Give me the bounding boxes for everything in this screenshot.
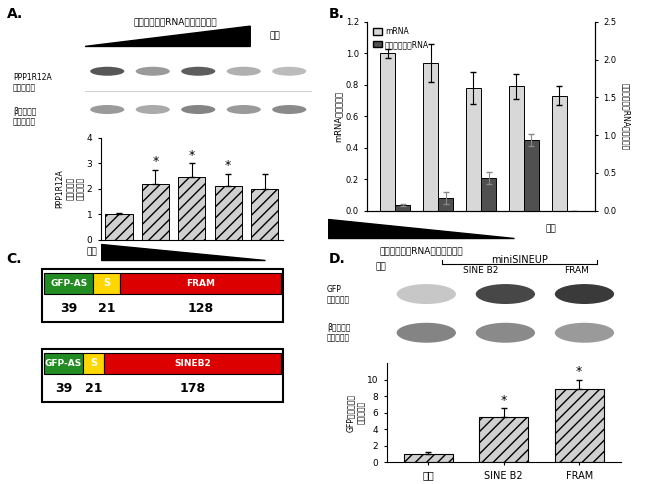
Y-axis label: mRNAの発現量比: mRNAの発現量比 [334, 91, 343, 142]
Bar [105, 214, 133, 240]
Ellipse shape [272, 67, 306, 76]
Bar [94, 272, 120, 294]
Ellipse shape [227, 105, 261, 114]
Text: *: * [500, 394, 507, 407]
Y-axis label: PPP1R12A
タンパク質
の発現量比: PPP1R12A タンパク質 の発現量比 [55, 169, 85, 208]
Bar [554, 390, 604, 462]
FancyBboxPatch shape [42, 270, 283, 322]
Text: 128: 128 [187, 302, 213, 315]
Text: SINEB2: SINEB2 [174, 359, 211, 367]
Text: 39: 39 [60, 302, 77, 315]
Bar [83, 352, 104, 374]
Text: 39: 39 [55, 382, 72, 395]
Bar [395, 205, 410, 211]
Ellipse shape [181, 105, 215, 114]
Text: GFP-AS: GFP-AS [45, 359, 82, 367]
Y-axis label: アンチセンスRNAの発現量比: アンチセンスRNAの発現量比 [621, 83, 630, 150]
Bar [120, 272, 281, 294]
Ellipse shape [90, 105, 124, 114]
Bar [104, 352, 281, 374]
Text: *: * [188, 149, 195, 162]
Text: βアクチン
タンパク質: βアクチン タンパク質 [13, 107, 36, 127]
Bar [44, 272, 94, 294]
Ellipse shape [476, 284, 535, 304]
Ellipse shape [555, 284, 614, 304]
Bar [552, 96, 567, 211]
Bar [423, 62, 438, 211]
Text: A.: A. [6, 7, 23, 21]
Bar [251, 189, 278, 240]
Text: SINE B2: SINE B2 [463, 266, 499, 275]
Ellipse shape [476, 323, 535, 343]
Bar [404, 454, 453, 462]
Text: アンチセンスRNA発現ベクター: アンチセンスRNA発現ベクター [134, 17, 217, 26]
Ellipse shape [136, 105, 170, 114]
Polygon shape [84, 26, 250, 46]
Ellipse shape [396, 284, 456, 304]
Bar [142, 183, 169, 240]
Bar [44, 352, 83, 374]
Polygon shape [328, 219, 514, 238]
Text: *: * [152, 155, 159, 168]
Text: C.: C. [6, 252, 22, 266]
Ellipse shape [90, 67, 124, 76]
Text: *: * [576, 365, 582, 378]
Bar [438, 198, 453, 211]
Text: アンチセンスRNA発現ベクター: アンチセンスRNA発現ベクター [141, 271, 224, 280]
Ellipse shape [181, 67, 215, 76]
Ellipse shape [227, 67, 261, 76]
Ellipse shape [396, 323, 456, 343]
Text: 対照: 対照 [375, 263, 386, 272]
Text: S: S [103, 278, 110, 288]
Text: 21: 21 [84, 382, 102, 395]
Bar [479, 417, 528, 462]
FancyBboxPatch shape [42, 349, 283, 402]
Bar [524, 140, 539, 211]
Y-axis label: GFPタンパク質
の発現量比: GFPタンパク質 の発現量比 [346, 393, 365, 432]
Text: B.: B. [328, 7, 344, 21]
Polygon shape [101, 244, 265, 260]
Text: GFP-AS: GFP-AS [50, 279, 87, 287]
Text: FRAM: FRAM [186, 279, 214, 287]
Bar [466, 88, 481, 211]
Text: miniSINEUP: miniSINEUP [491, 255, 548, 265]
Text: *: * [225, 159, 231, 172]
Bar [481, 178, 496, 211]
Bar [178, 177, 205, 240]
Legend: mRNA, アンチセンスRNA: mRNA, アンチセンスRNA [371, 26, 430, 50]
Text: 21: 21 [98, 302, 115, 315]
Ellipse shape [136, 67, 170, 76]
Bar [509, 86, 524, 211]
Text: βアクチン
タンパク質: βアクチン タンパク質 [327, 323, 350, 343]
Bar [380, 53, 395, 211]
Text: アンチセンスRNA発現ベクター: アンチセンスRNA発現ベクター [379, 246, 463, 255]
Text: 対照: 対照 [86, 248, 97, 257]
Text: 178: 178 [179, 382, 205, 395]
Text: D.: D. [328, 252, 345, 266]
Text: PPP1R12A
タンパク質: PPP1R12A タンパク質 [13, 73, 52, 92]
Text: 対照: 対照 [545, 224, 556, 233]
Text: 対照: 対照 [270, 32, 281, 41]
Text: FRAM: FRAM [564, 266, 589, 275]
Text: GFP
タンパク質: GFP タンパク質 [327, 285, 350, 304]
Ellipse shape [555, 323, 614, 343]
Text: S: S [90, 358, 97, 368]
Bar [214, 186, 242, 240]
Ellipse shape [272, 105, 306, 114]
